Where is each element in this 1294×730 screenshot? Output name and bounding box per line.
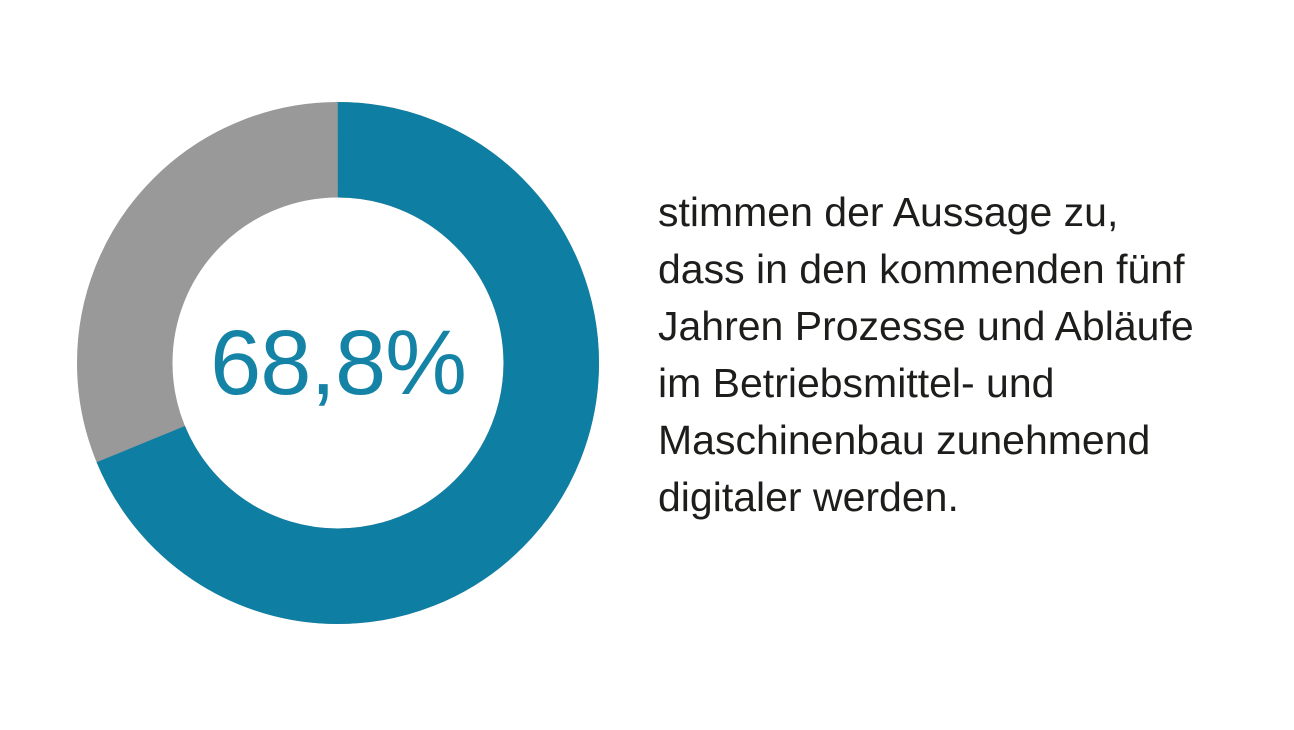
caption-line-1: stimmen der Aussage zu, xyxy=(658,189,1119,235)
caption-line-2: dass in den kommenden fünf xyxy=(658,246,1185,292)
donut-svg xyxy=(77,102,599,624)
caption-line-3: Jahren Prozesse und Abläufe xyxy=(658,303,1194,349)
donut-value-arc xyxy=(77,102,599,624)
caption-line-5: Maschinenbau zunehmend xyxy=(658,417,1151,463)
caption-text: stimmen der Aussage zu, dass in den komm… xyxy=(658,184,1258,526)
caption-line-6: digitaler werden. xyxy=(658,474,959,520)
donut-chart: 68,8% xyxy=(77,102,599,624)
caption-line-4: im Betriebsmittel- und xyxy=(658,360,1055,406)
